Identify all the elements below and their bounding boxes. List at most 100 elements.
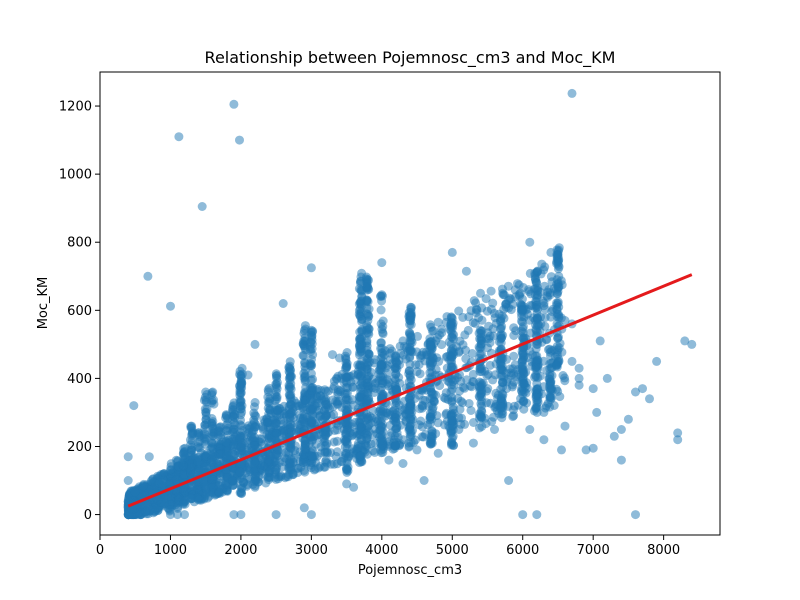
- y-tick-label: 800: [67, 236, 92, 251]
- data-point: [192, 483, 202, 492]
- data-point: [194, 428, 204, 438]
- regression-line-layer: [127, 273, 693, 508]
- data-point: [546, 386, 555, 396]
- data-point: [533, 363, 543, 373]
- data-point: [467, 382, 477, 392]
- data-point: [249, 432, 259, 442]
- data-point: [532, 267, 542, 277]
- x-tick-label: 5000: [436, 543, 469, 558]
- data-point: [368, 446, 378, 456]
- data-point: [320, 396, 330, 406]
- data-point: [567, 356, 577, 366]
- data-point: [376, 406, 385, 416]
- data-point: [483, 328, 493, 338]
- data-point: [460, 383, 469, 393]
- data-point: [490, 425, 499, 434]
- data-point: [498, 284, 507, 294]
- data-point: [609, 431, 619, 441]
- y-tick-label: 400: [67, 372, 92, 387]
- data-point: [391, 370, 401, 379]
- data-point: [250, 410, 260, 420]
- data-point: [158, 476, 168, 485]
- data-point: [362, 441, 372, 451]
- data-point: [414, 420, 424, 430]
- data-point: [144, 452, 154, 462]
- data-point: [235, 449, 245, 458]
- data-point: [166, 301, 175, 311]
- data-point: [362, 387, 372, 397]
- data-point: [298, 339, 308, 349]
- data-point: [278, 299, 288, 308]
- data-point: [364, 420, 373, 430]
- data-point: [518, 510, 528, 520]
- data-point: [574, 373, 584, 383]
- data-point: [687, 339, 697, 349]
- data-point: [306, 369, 316, 379]
- data-point: [631, 510, 640, 520]
- data-point: [364, 349, 374, 359]
- data-point: [376, 422, 386, 431]
- data-point: [485, 360, 495, 370]
- data-point: [532, 510, 542, 520]
- data-point: [531, 320, 540, 330]
- data-point: [299, 466, 309, 475]
- data-point: [307, 416, 317, 426]
- data-point: [278, 428, 288, 438]
- data-point: [498, 390, 508, 400]
- data-point: [349, 482, 359, 492]
- data-point: [209, 395, 219, 405]
- data-point: [446, 320, 456, 330]
- data-point: [446, 355, 456, 365]
- data-point: [518, 306, 527, 316]
- data-point: [673, 435, 683, 445]
- data-point: [623, 414, 633, 424]
- data-point: [392, 428, 402, 438]
- data-point: [398, 459, 408, 468]
- data-point: [510, 360, 520, 370]
- data-point: [477, 388, 487, 397]
- data-point: [363, 358, 373, 368]
- data-point: [428, 357, 437, 367]
- data-point: [416, 353, 426, 363]
- data-point: [328, 350, 337, 360]
- data-point: [342, 465, 352, 475]
- data-point: [405, 359, 415, 369]
- data-point: [427, 408, 437, 418]
- data-point: [193, 442, 203, 452]
- data-point: [475, 411, 485, 421]
- data-point: [178, 499, 188, 509]
- data-point: [341, 450, 350, 460]
- data-point: [364, 427, 374, 437]
- data-point: [448, 376, 458, 386]
- data-point: [477, 422, 487, 431]
- data-point: [390, 384, 400, 394]
- y-tick-label: 1000: [59, 168, 92, 183]
- data-point: [335, 353, 344, 363]
- data-point: [173, 510, 182, 520]
- regression-line: [127, 273, 693, 508]
- data-point: [362, 325, 372, 335]
- y-axis-label: Moc_KM: [36, 277, 51, 330]
- data-point: [236, 510, 246, 520]
- data-point: [236, 370, 246, 380]
- data-point: [172, 475, 182, 485]
- data-point: [194, 495, 204, 505]
- data-point: [342, 479, 352, 489]
- data-point: [496, 323, 506, 333]
- data-point: [355, 380, 365, 390]
- data-point: [307, 355, 316, 364]
- data-point: [519, 396, 529, 406]
- data-point: [174, 132, 184, 142]
- data-point: [673, 428, 683, 438]
- x-axis-label: Pojemnosc_cm3: [358, 563, 462, 578]
- data-point: [377, 296, 387, 306]
- data-point: [329, 376, 339, 386]
- data-point: [398, 336, 408, 346]
- data-point: [525, 425, 535, 434]
- data-point: [272, 371, 282, 380]
- data-point: [554, 310, 563, 320]
- data-point: [331, 396, 341, 406]
- data-point: [385, 344, 395, 354]
- data-point: [333, 390, 343, 399]
- data-point: [284, 450, 294, 460]
